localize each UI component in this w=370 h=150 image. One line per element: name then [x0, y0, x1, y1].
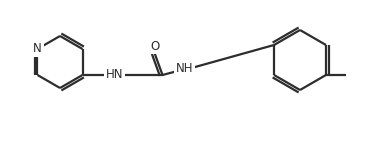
Text: HN: HN [106, 69, 123, 81]
Text: NH: NH [176, 61, 193, 75]
Text: O: O [150, 39, 159, 52]
Text: N: N [33, 42, 42, 56]
